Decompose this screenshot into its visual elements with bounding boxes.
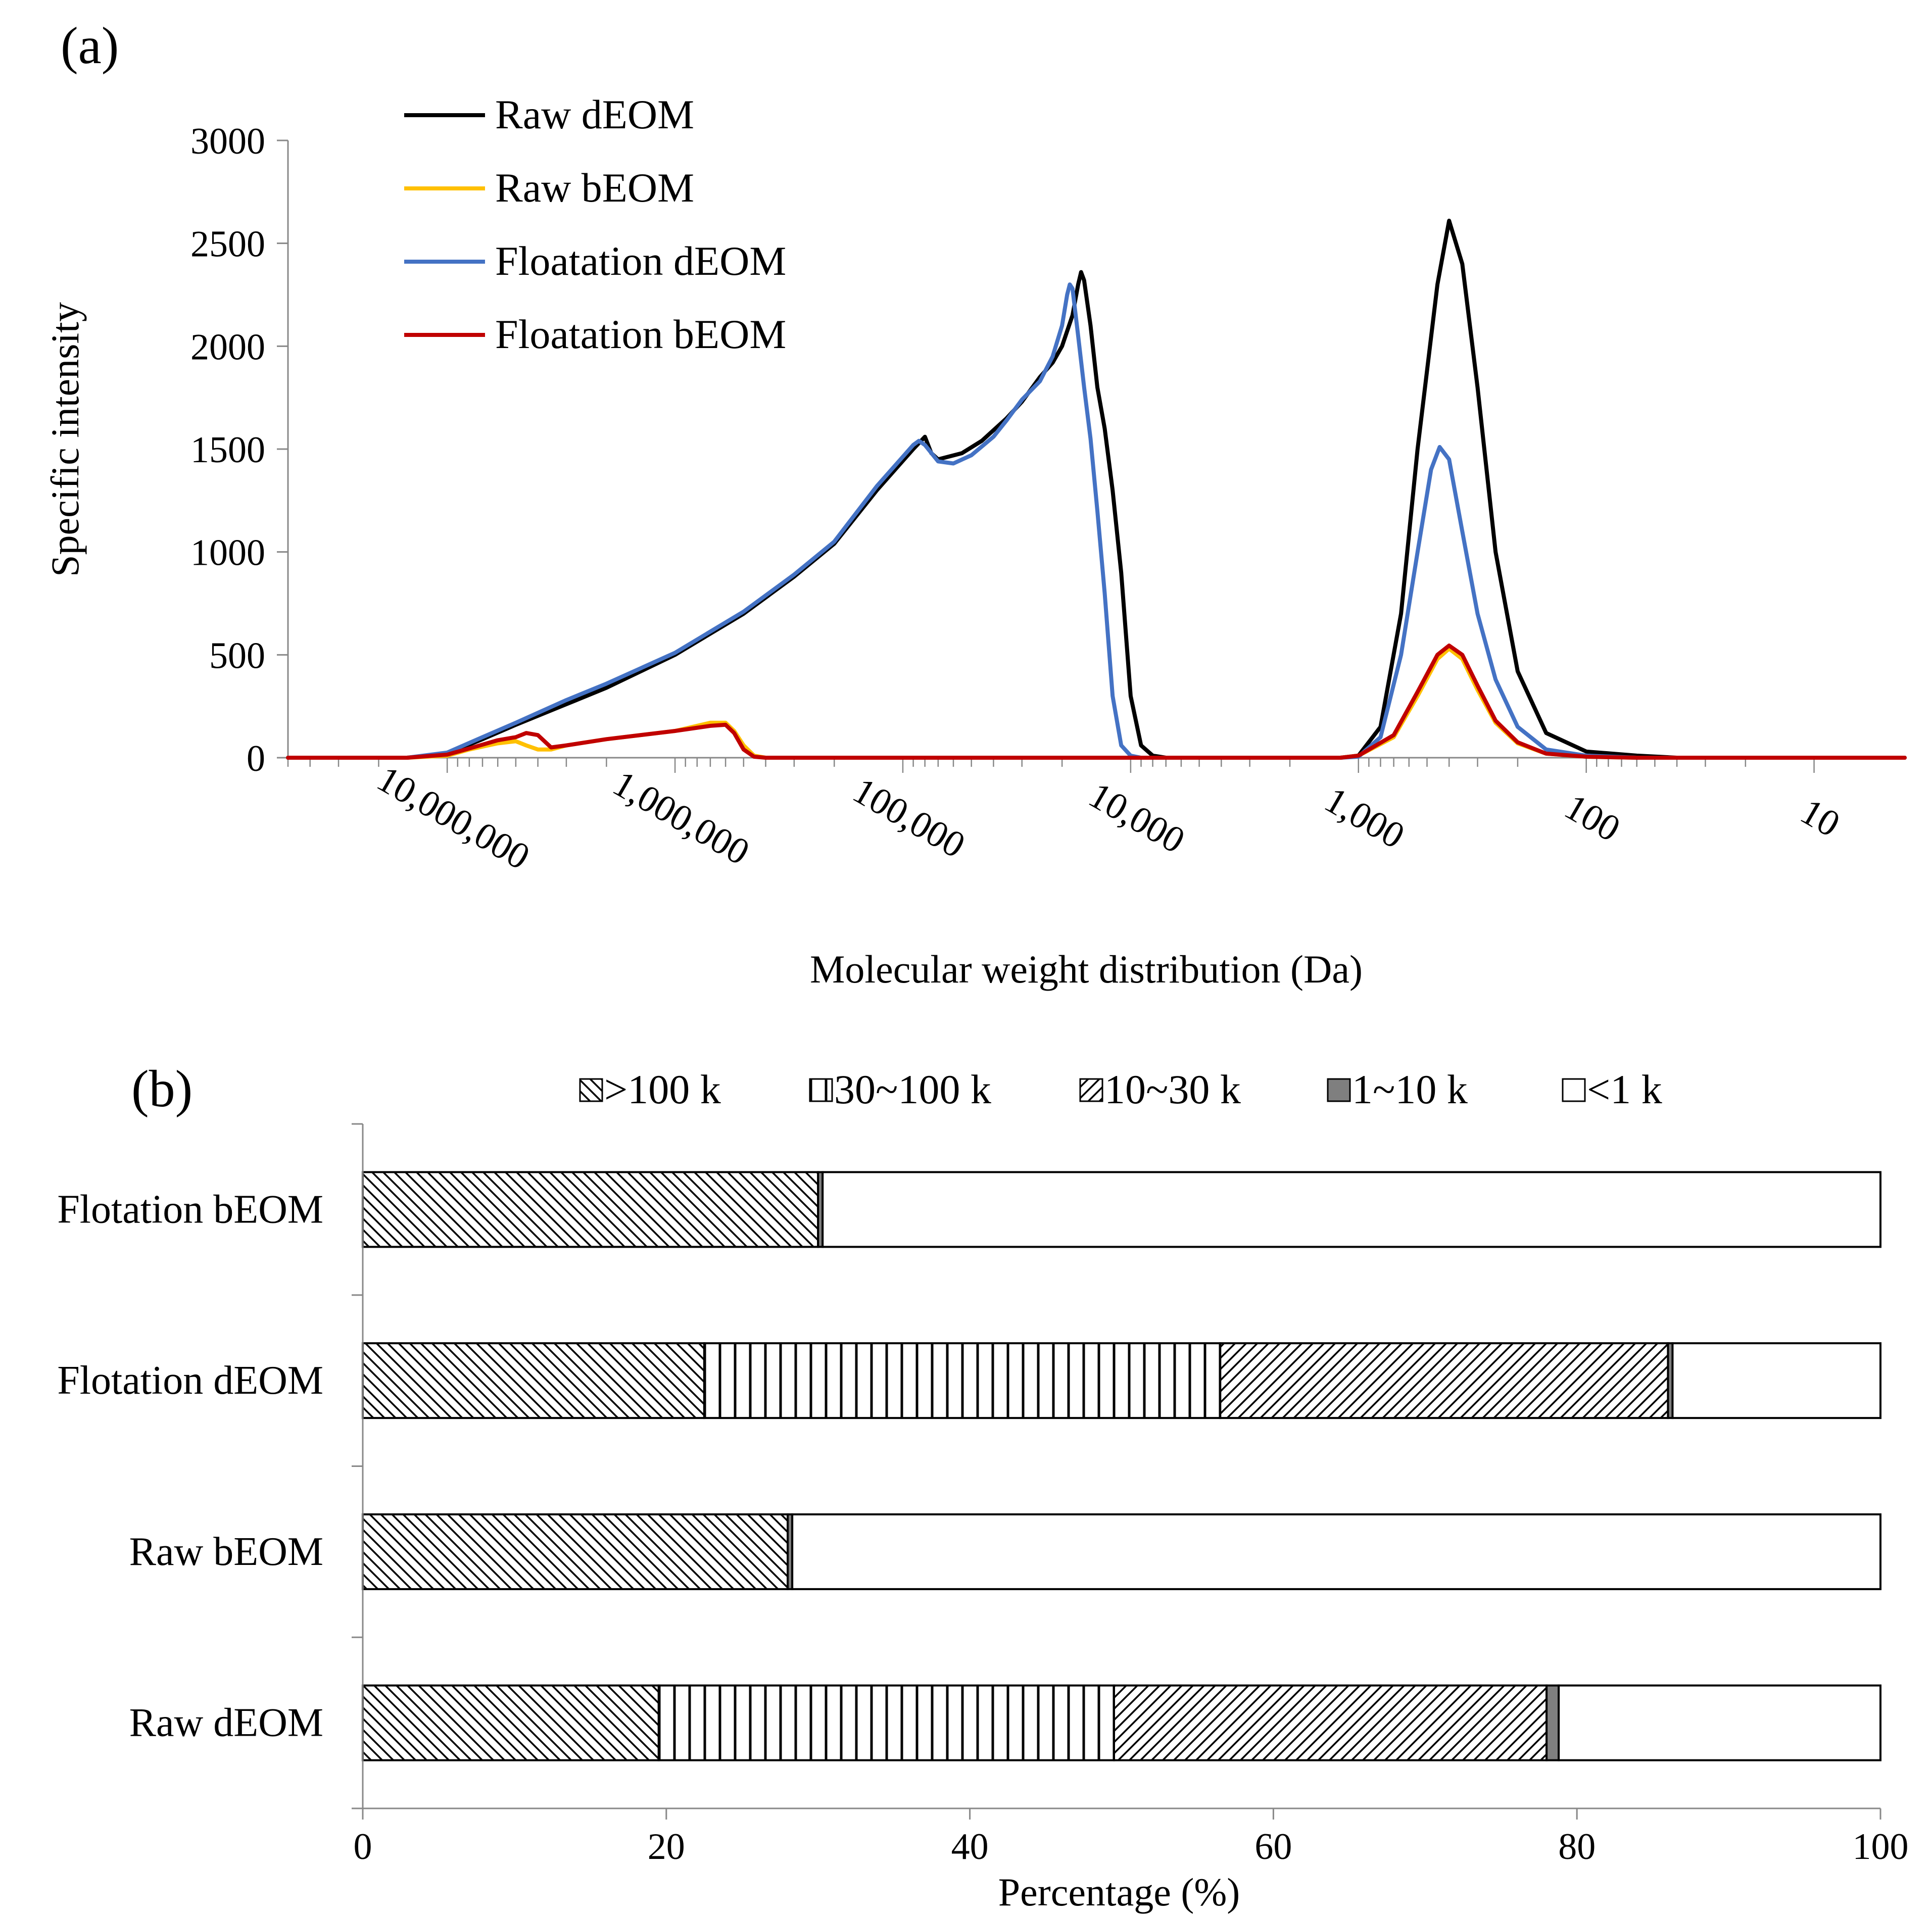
x-tick-label: 20 (648, 1826, 685, 1868)
x-tick-label: 100 (1558, 786, 1627, 850)
legend-label-1-10-k: 1~10 k (1352, 1066, 1468, 1112)
x-tick-label: 80 (1558, 1826, 1596, 1868)
bar-raw-deom-10-30-k (1113, 1684, 1548, 1761)
x-tick-label: 40 (951, 1826, 989, 1868)
bar-raw-deom-100-k (362, 1684, 660, 1761)
x-tick-label: 10,000,000 (370, 758, 536, 878)
line-chart-series (286, 218, 1907, 760)
x-tick-label: 10,000 (1082, 774, 1191, 862)
x-tick-label: 0 (354, 1826, 372, 1868)
x-tick-label: 100 (1853, 1826, 1909, 1868)
y-tick-label: 1000 (190, 532, 265, 574)
legend-label-raw-beom: Raw bEOM (495, 165, 694, 211)
legend-label-1-k: <1 k (1587, 1066, 1662, 1112)
series-line-floatation-beom (286, 644, 1907, 760)
panel-label-a: (a) (61, 17, 119, 75)
legend-label-100-k: >100 k (604, 1066, 721, 1112)
bar-flotation-deom-30-100-k (703, 1342, 1222, 1419)
bar-chart-legend: >100 k 30~100 k 10~30 k 1~10 k <1 k (579, 1066, 1662, 1112)
bar-flotation-deom-100-k (362, 1342, 705, 1419)
line-chart-axes: 0 500 1000 1500 2000 2500 3000 10,000,000 1,000,… (190, 121, 1905, 878)
bar-raw-deom-30-100-k (657, 1684, 1115, 1761)
legend-swatch-30-100-k (809, 1078, 833, 1102)
x-tick-label: 10 (1794, 791, 1847, 845)
legend-label-floatation-deom: Floatation dEOM (495, 238, 786, 284)
bar-raw-beom-1-k (791, 1513, 1881, 1590)
bar-chart-bars (362, 1171, 1882, 1761)
legend-label-floatation-beom: Floatation bEOM (495, 311, 786, 357)
y-tick-label: 1500 (190, 429, 265, 471)
y-tick-label: 3000 (190, 121, 265, 162)
x-axis-title: Percentage (%) (998, 1870, 1240, 1914)
legend-swatch-1-k (1562, 1078, 1586, 1102)
series-line-raw-beom (286, 647, 1907, 760)
bar-flotation-beom-1-k (822, 1171, 1882, 1248)
x-tick-label: 1,000,000 (606, 763, 756, 873)
bar-chart-panel: (b) >100 k 30~100 k 10~30 k 1~10 k <1 k 0 20 4… (57, 1060, 1908, 1914)
x-tick-label: 1,000 (1318, 779, 1411, 857)
category-label-raw-beom: Raw bEOM (129, 1530, 323, 1574)
y-tick-label: 0 (247, 738, 265, 779)
bar-flotation-deom-1-k (1671, 1342, 1881, 1419)
line-chart-legend: Raw dEOM Raw bEOM Floatation dEOM Floatatio… (404, 91, 786, 357)
bar-flotation-deom-10-30-k (1219, 1342, 1669, 1419)
legend-swatch-100-k (579, 1078, 603, 1102)
panel-label-b: (b) (131, 1060, 192, 1118)
legend-swatch-1-10-k (1327, 1078, 1351, 1102)
bar-raw-beom-100-k (362, 1513, 789, 1590)
legend-label-10-30-k: 10~30 k (1104, 1066, 1241, 1112)
y-tick-label: 2500 (190, 224, 265, 265)
y-tick-label: 2000 (190, 326, 265, 368)
bar-chart-axes: 0 20 40 60 80 100 Flotation bEOM Flotation dEOM… (57, 1123, 1909, 1868)
line-chart-panel: (a) 0 500 1000 1500 2000 2500 3000 10,000,000 1,… (43, 17, 1907, 991)
legend-label-raw-deom: Raw dEOM (495, 91, 694, 137)
legend-swatch-10-30-k (1079, 1078, 1103, 1102)
category-label-raw-deom: Raw dEOM (129, 1701, 323, 1745)
bar-raw-deom-1-k (1558, 1684, 1882, 1761)
bar-flotation-beom-100-k (362, 1171, 819, 1248)
category-label-flotation-deom: Flotation dEOM (57, 1358, 323, 1403)
y-axis-title: Specific intensity (43, 302, 87, 577)
x-axis-title: Molecular weight distribution (Da) (810, 947, 1363, 991)
series-line-floatation-deom (286, 282, 1907, 760)
y-tick-label: 500 (209, 635, 265, 676)
category-label-flotation-beom: Flotation bEOM (57, 1187, 323, 1232)
x-tick-label: 100,000 (846, 770, 972, 866)
x-tick-label: 60 (1254, 1826, 1292, 1868)
legend-label-30-100-k: 30~100 k (834, 1066, 991, 1112)
bar-raw-deom-1-10-k (1545, 1684, 1560, 1761)
